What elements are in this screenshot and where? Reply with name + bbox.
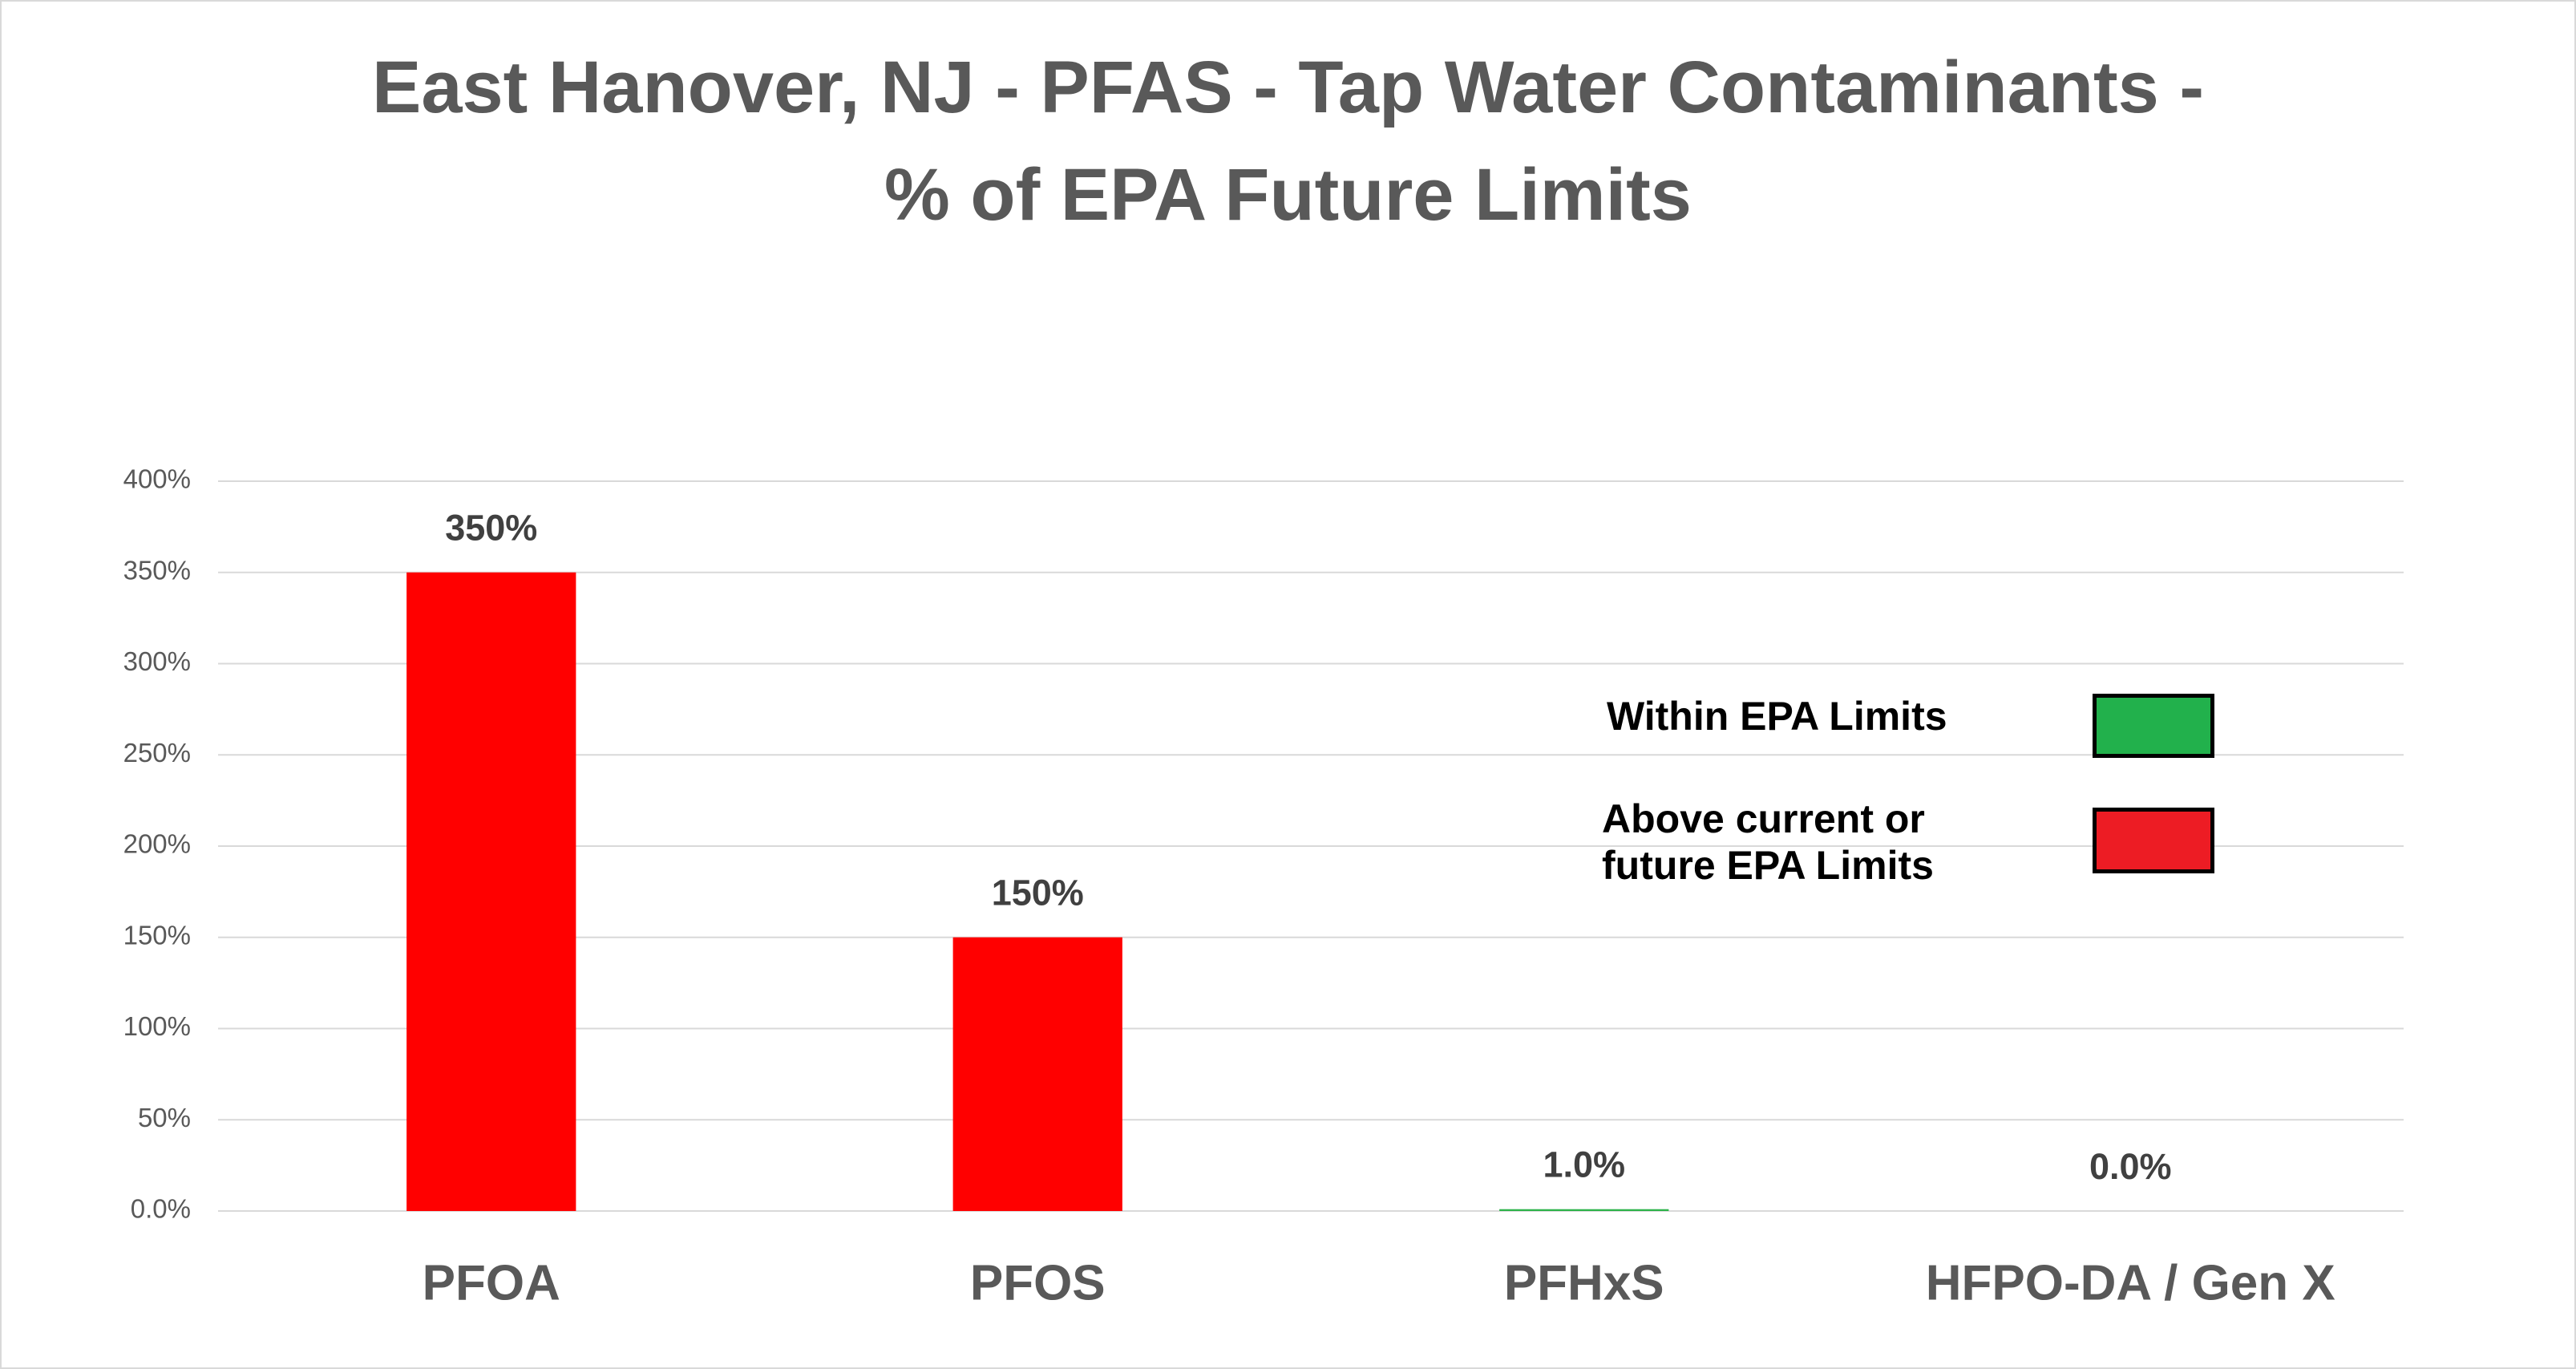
x-tick-label: PFHxS [1504, 1255, 1664, 1310]
x-tick-label: PFOS [970, 1255, 1106, 1310]
legend-label: Within EPA Limits [1607, 694, 1947, 739]
x-tick-label: HFPO-DA / Gen X [1926, 1255, 2335, 1310]
data-label: 350% [445, 508, 537, 549]
y-tick-label: 300% [123, 646, 191, 676]
bar [952, 937, 1122, 1211]
y-tick-label: 250% [123, 738, 191, 768]
y-tick-label: 150% [123, 920, 191, 950]
x-tick-label: PFOA [423, 1255, 560, 1310]
data-label: 1.0% [1543, 1144, 1625, 1185]
data-label: 0.0% [2089, 1146, 2172, 1187]
y-tick-label: 100% [123, 1011, 191, 1041]
data-label: 150% [992, 873, 1084, 913]
bar [406, 572, 576, 1211]
bar [1499, 1209, 1669, 1211]
legend-label: Above current or future EPA Limits [1602, 796, 1934, 888]
y-tick-label: 200% [123, 829, 191, 859]
y-tick-label: 50% [138, 1103, 191, 1132]
y-tick-label: 400% [123, 464, 191, 494]
y-tick-label: 350% [123, 555, 191, 585]
y-tick-label: 0.0% [131, 1194, 191, 1224]
legend-swatch [2093, 808, 2214, 873]
legend-swatch [2093, 694, 2214, 758]
chart-title: East Hanover, NJ - PFAS - Tap Water Cont… [371, 47, 2205, 236]
